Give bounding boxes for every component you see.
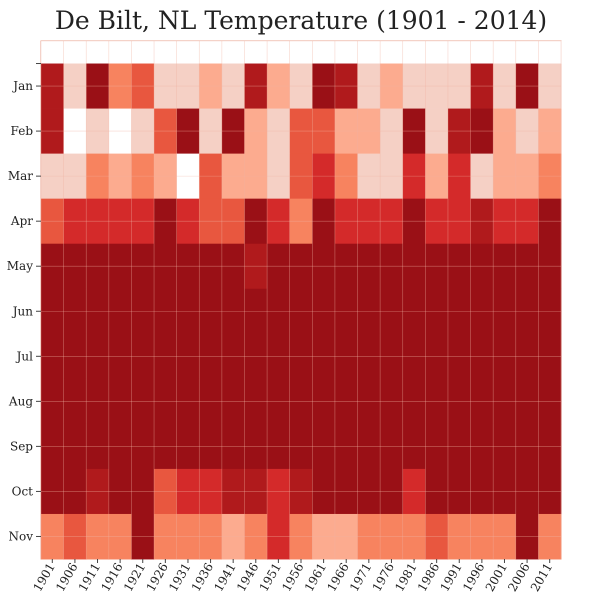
y-tick-label: Feb <box>11 124 34 138</box>
heatmap-cell <box>312 41 336 64</box>
heatmap-cell <box>267 41 291 64</box>
heatmap-cell <box>470 41 494 64</box>
heatmap-cell <box>86 41 110 64</box>
heatmap-cell <box>380 41 404 64</box>
x-tick-label: 1966 <box>324 561 351 594</box>
y-tick-label: Jan <box>11 79 33 93</box>
x-tick-label: 1946 <box>234 561 261 594</box>
chart-title: De Bilt, NL Temperature (1901 - 2014) <box>54 6 548 35</box>
y-tick-label: Oct <box>12 484 34 498</box>
x-tick-label: 2001 <box>483 561 510 594</box>
x-tick-label: 2006 <box>505 561 532 594</box>
x-tick-label: 1971 <box>347 561 374 594</box>
x-tick-label: 1941 <box>211 561 238 594</box>
heatmap-cell <box>176 41 200 64</box>
heatmap-cell <box>357 41 381 64</box>
x-tick-label: 1961 <box>302 561 329 594</box>
heatmap-cell <box>447 41 471 64</box>
y-tick-label: Apr <box>10 214 33 228</box>
x-tick-label: 1911 <box>76 561 103 594</box>
heatmap-cell <box>515 41 539 64</box>
x-tick-label: 1986 <box>415 561 442 594</box>
x-tick-label: 1976 <box>370 561 397 594</box>
y-tick-label: Nov <box>8 529 33 543</box>
x-tick-label: 1996 <box>460 561 487 594</box>
heatmap-cell <box>41 41 65 64</box>
y-tick-label: Sep <box>10 439 33 453</box>
heatmap-cell <box>334 41 358 64</box>
x-tick-label: 1931 <box>166 561 193 594</box>
x-tick-label: 1926 <box>144 561 171 594</box>
heatmap-cell <box>108 41 132 64</box>
x-tick-label: 1981 <box>392 561 419 594</box>
heatmap-cell <box>244 41 268 64</box>
x-tick-label: 1921 <box>121 561 148 594</box>
x-tick-label: 1991 <box>437 561 464 594</box>
x-tick-label: 1956 <box>279 561 306 594</box>
y-tick-label: Mar <box>8 169 33 183</box>
y-tick-label: Jun <box>11 304 34 318</box>
heatmap-cell <box>538 41 562 64</box>
heatmap-cell <box>199 41 223 64</box>
x-tick-label: 1906 <box>53 561 80 594</box>
y-tick-label: Aug <box>8 394 33 408</box>
heatmap-cell <box>221 41 245 64</box>
x-tick-label: 2011 <box>528 561 555 594</box>
x-tick-label: 1951 <box>257 561 284 594</box>
x-tick-label: 1936 <box>189 561 216 594</box>
heatmap-cell <box>402 41 426 64</box>
x-tick-label: 1916 <box>98 561 125 594</box>
heatmap-cell <box>493 41 517 64</box>
heatmap-cell <box>289 41 313 64</box>
heatmap-cell <box>154 41 178 64</box>
y-tick-label: May <box>7 259 33 273</box>
heatmap-cell <box>131 41 155 64</box>
heatmap-cell <box>425 41 449 64</box>
heatmap-cell <box>63 41 87 64</box>
x-tick-label: 1901 <box>31 561 58 594</box>
y-tick-label: Jul <box>15 349 34 363</box>
